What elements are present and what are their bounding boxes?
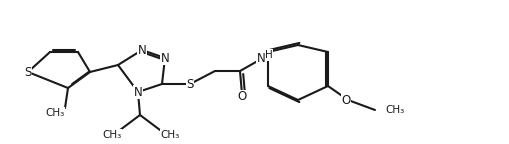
Text: S: S [186, 77, 193, 90]
Text: CH₃: CH₃ [45, 108, 65, 118]
Text: O: O [341, 93, 350, 107]
Text: N: N [256, 52, 265, 65]
Text: N: N [133, 86, 142, 98]
Text: N: N [137, 43, 146, 56]
Text: CH₃: CH₃ [160, 130, 179, 140]
Text: CH₃: CH₃ [384, 105, 404, 115]
Text: CH₃: CH₃ [102, 130, 121, 140]
Text: O: O [237, 90, 246, 104]
Text: H: H [265, 50, 272, 60]
Text: N: N [160, 52, 169, 65]
Text: S: S [24, 66, 32, 78]
